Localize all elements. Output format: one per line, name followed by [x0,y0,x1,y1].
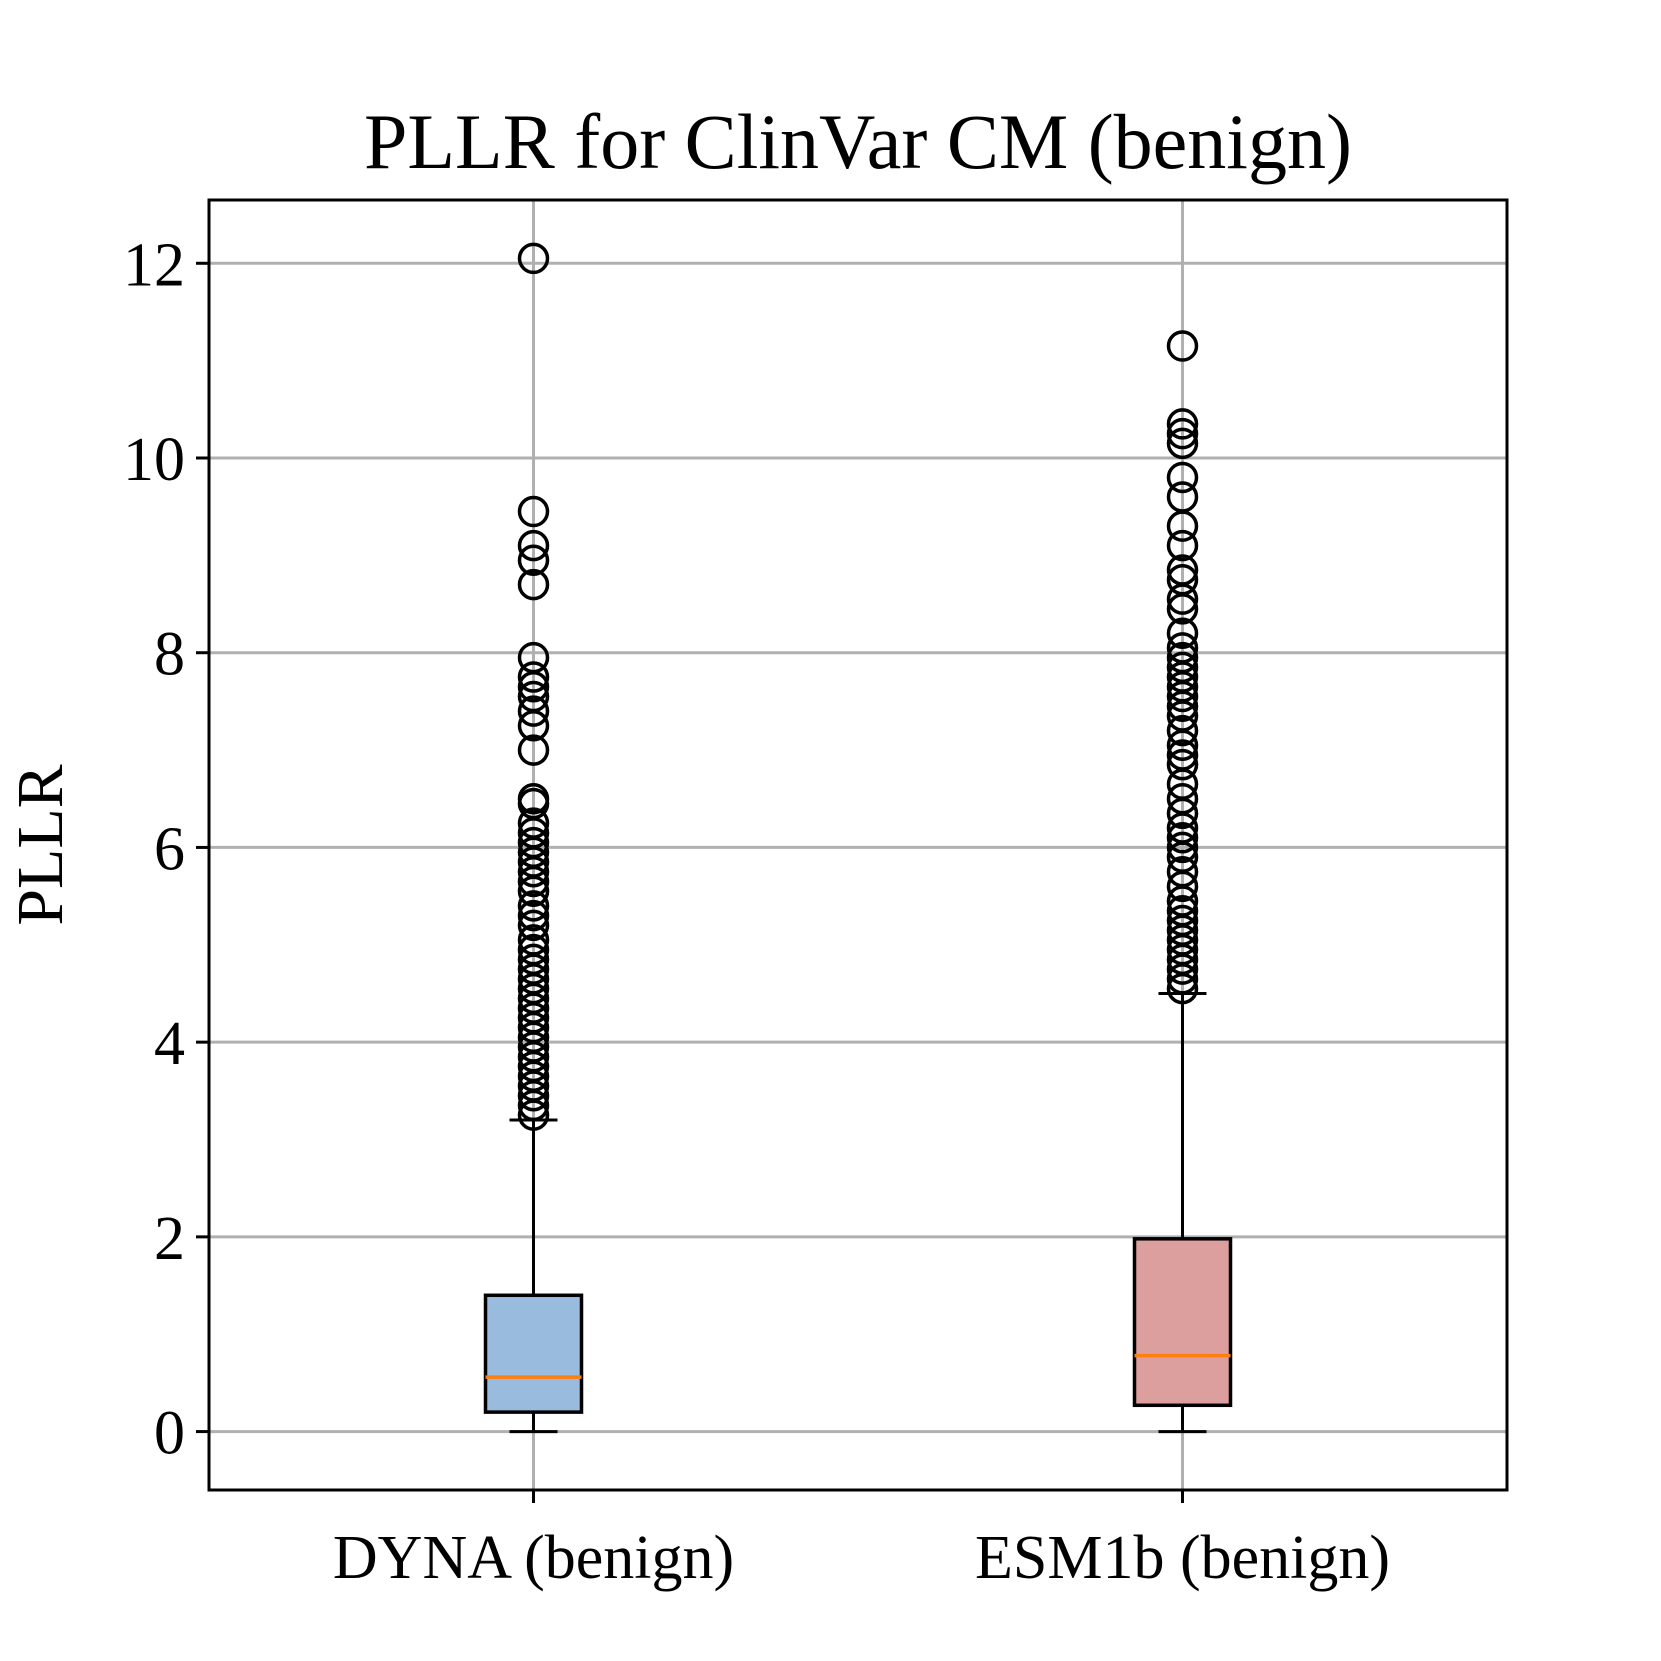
outlier-point [517,1079,550,1112]
outlier-point [517,709,550,742]
outlier-point [1166,680,1199,713]
box-iqr [1132,1237,1233,1408]
y-tick-label: 8 [154,621,185,689]
outlier-point [1166,510,1199,542]
outlier-point [517,568,550,601]
outlier-point [1166,714,1199,747]
outlier-point [517,865,550,898]
y-tick-label: 2 [154,1205,185,1273]
y-tick-label: 0 [154,1400,185,1468]
x-tick-label: ESM1b (benign) [975,1524,1390,1592]
outlier-point [517,661,550,693]
outlier-point [1166,972,1199,1005]
outlier-point [517,1089,550,1122]
outlier-point [1166,797,1199,830]
y-tick-label: 6 [154,815,185,883]
outlier-point [1166,583,1199,615]
grid-lines [209,200,1507,1490]
outlier-point [517,909,550,942]
outlier-point [517,495,550,528]
outlier-point [1166,729,1199,761]
outlier-point [517,890,550,922]
outlier-point [1166,461,1199,494]
x-tick-label: DYNA (benign) [333,1524,734,1592]
y-tick-label: 12 [123,231,185,299]
outlier-point [1166,617,1199,649]
outlier-point [1166,821,1199,854]
outlier-point [1166,870,1199,903]
chart-title: PLLR for ClinVar CM (benign) [364,98,1352,185]
outlier-point [1166,417,1199,450]
outlier-point [1166,690,1199,723]
outlier-point [517,1099,550,1131]
outlier-point [517,875,550,907]
box-group [1132,330,1233,1434]
outlier-point [1166,748,1199,781]
outlier-point [517,529,550,562]
y-tick-label: 10 [123,426,185,494]
outlier-point [517,695,550,727]
y-tick-label: 4 [154,1010,185,1078]
outlier-point [517,734,550,766]
outlier-point [1166,427,1199,460]
box-group [483,242,584,1434]
outlier-point [1166,330,1199,362]
outlier-point [517,544,550,576]
outlier-point [517,856,550,888]
plot-frame [207,198,1509,1492]
boxplot-layer [483,242,1233,1434]
outlier-point [517,899,550,932]
axis-ticks: 0 2 4 6 8 10 12 DYNA (benign) ESM1b (benign) [123,231,1390,1592]
outlier-point [1166,831,1199,864]
outlier-point [517,671,550,703]
outlier-point [1166,408,1199,440]
outlier-point [1166,963,1199,995]
y-axis-label: PLLR [4,764,77,925]
outlier-point [1166,953,1199,985]
outlier-point [517,242,550,275]
outlier-point [1166,593,1199,625]
outlier-point [1166,529,1199,562]
box-iqr [483,1293,584,1414]
